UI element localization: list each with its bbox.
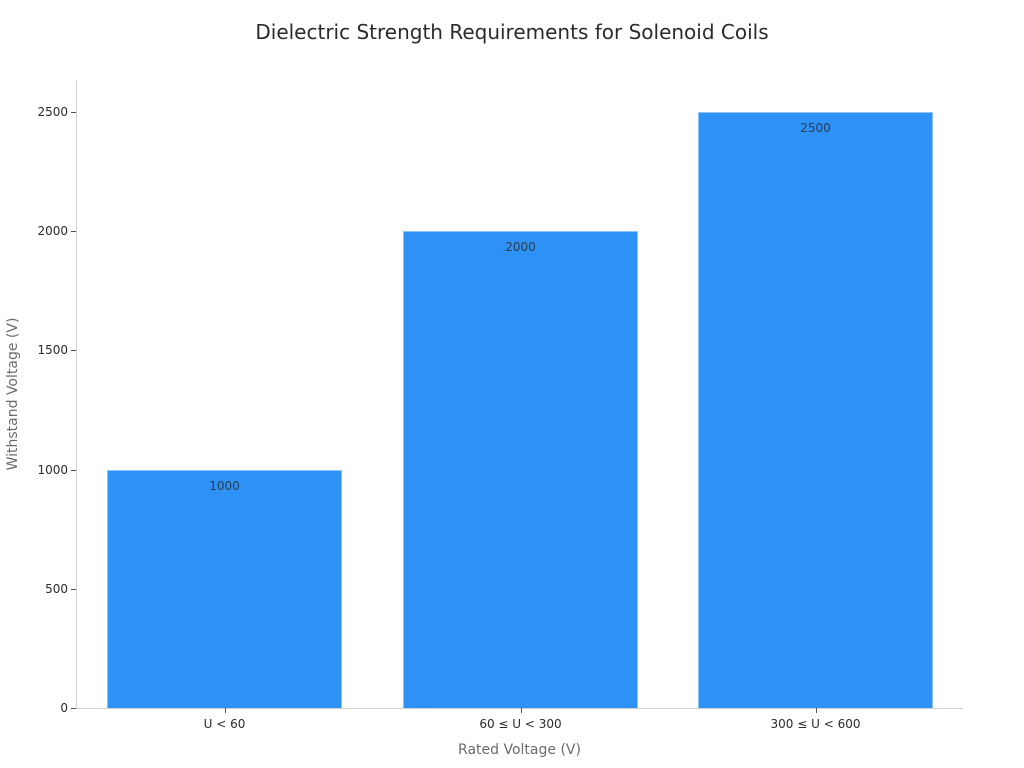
x-axis-label: Rated Voltage (V): [458, 742, 581, 758]
y-tick-mark: [71, 350, 76, 352]
y-tick: 0: [0, 701, 76, 722]
y-tick-mark: [71, 588, 76, 590]
y-axis-line: [76, 80, 77, 709]
chart-title: Dielectric Strength Requirements for Sol…: [255, 20, 769, 44]
x-tick-label: U < 60: [203, 717, 246, 731]
bar[interactable]: 1000: [107, 469, 342, 708]
y-tick-label: 1000: [37, 462, 68, 477]
x-tick-mark: [520, 708, 522, 713]
y-tick-mark: [71, 469, 76, 471]
y-tick: 500: [0, 582, 76, 603]
y-tick-mark: [71, 112, 76, 113]
bar[interactable]: 2500: [698, 112, 933, 708]
y-tick: 1500: [0, 343, 76, 364]
y-tick-label: 0: [60, 701, 68, 715]
y-axis-label: Withstand Voltage (V): [5, 317, 21, 471]
y-tick: 1000: [0, 463, 76, 484]
x-tick-mark: [815, 708, 817, 713]
y-tick-label: 2500: [37, 105, 68, 119]
bar-value-label: 1000: [209, 478, 240, 493]
x-axis-line: [76, 708, 963, 709]
y-tick: 2500: [0, 105, 76, 126]
bar-value-label: 2500: [800, 121, 831, 135]
y-tick-label: 500: [45, 581, 68, 596]
y-tick-mark: [71, 231, 76, 233]
x-tick-label: 60 ≤ U < 300: [479, 717, 562, 731]
y-tick-mark: [71, 708, 76, 709]
y-tick: 2000: [0, 224, 76, 245]
bar[interactable]: 2000: [403, 231, 638, 708]
y-tick-label: 2000: [37, 224, 68, 239]
bar-value-label: 2000: [505, 240, 536, 255]
x-tick-label: 300 ≤ U < 600: [770, 717, 861, 731]
x-tick-mark: [224, 708, 226, 713]
y-tick-label: 1500: [37, 343, 68, 358]
